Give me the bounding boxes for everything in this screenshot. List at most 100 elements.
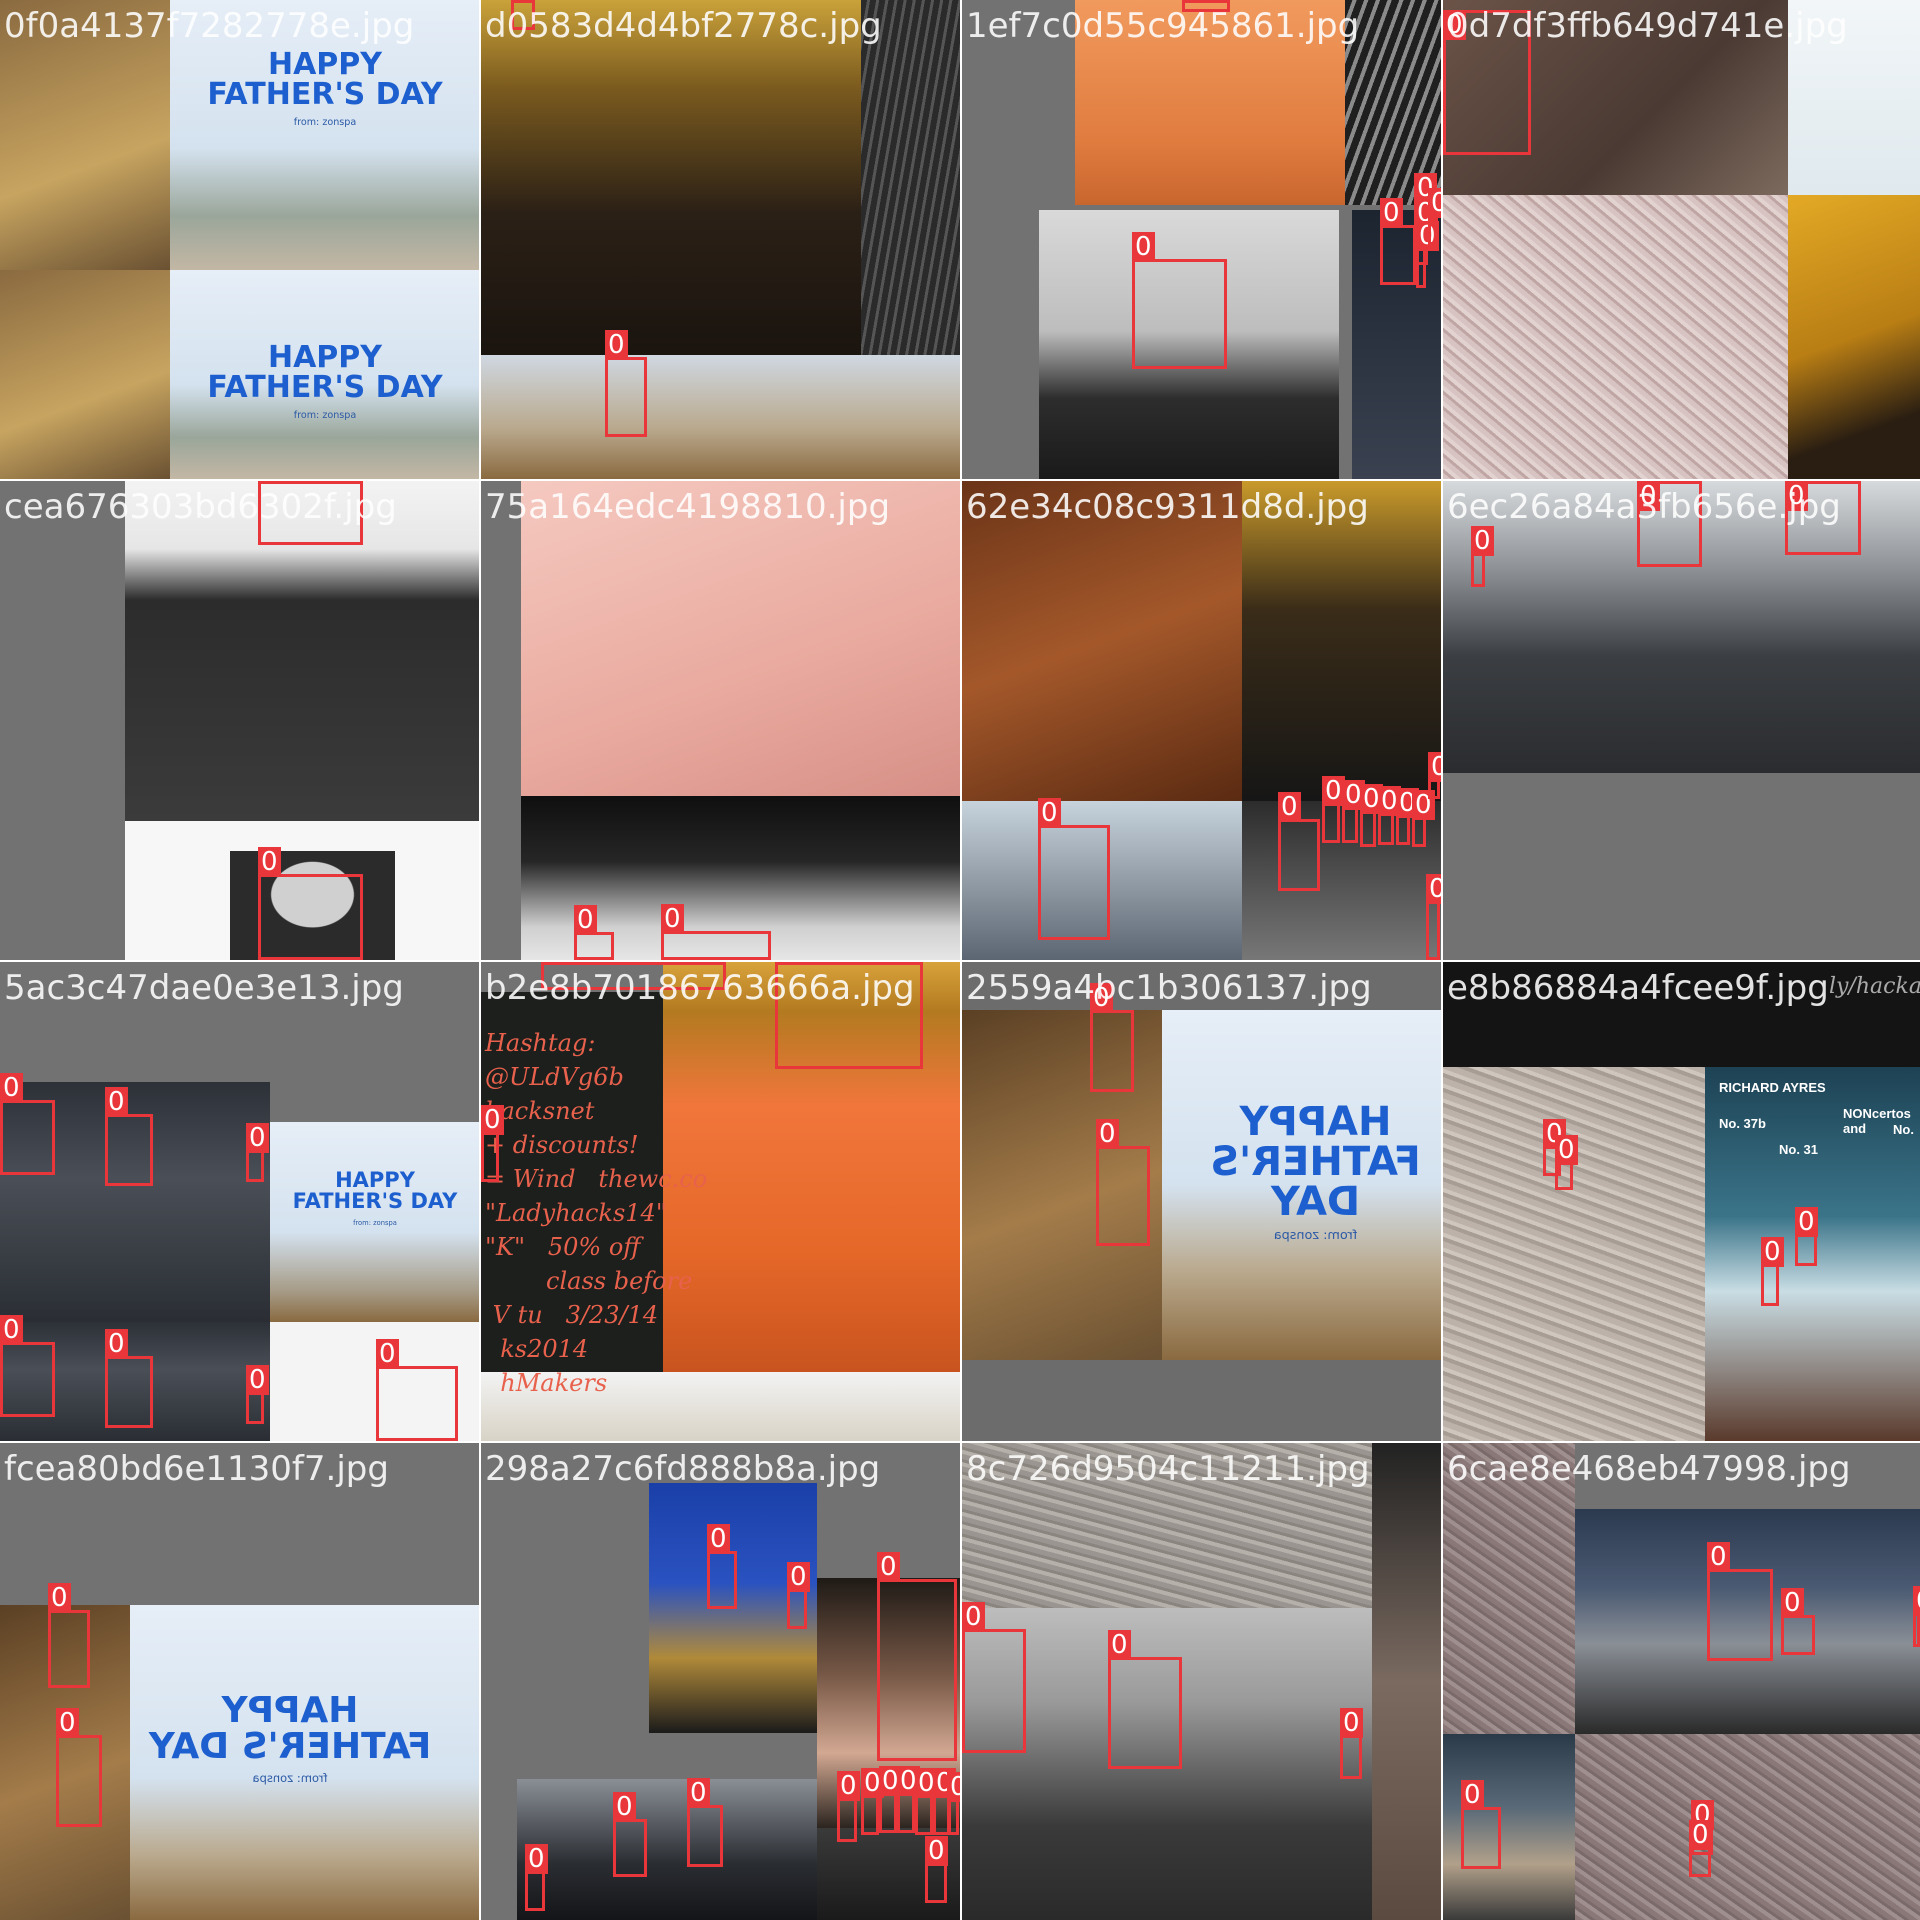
box-label: 0: [1913, 1586, 1920, 1616]
card-sub: from: zonspa: [293, 410, 357, 421]
photo-region: [1788, 0, 1920, 195]
detection-box: 0: [661, 904, 771, 960]
detection-box: 0: [1707, 1542, 1773, 1661]
card-line2: FATHER'S DAY: [1210, 1139, 1421, 1225]
box-label: 0: [258, 481, 281, 484]
card-line2: FATHER'S DAY: [207, 77, 443, 112]
box-label: 0: [1761, 1237, 1784, 1267]
tile: Hashtag: @ULdVg6b hacksnet + discounts! …: [481, 962, 960, 1441]
photo-region: [481, 992, 663, 1402]
tile: 0 0 0 0 0 0 0 1ef7c0d55c945861.jpg: [962, 0, 1441, 479]
detection-box: 0: [1471, 526, 1494, 587]
box-label: 0: [511, 0, 534, 3]
box-label: 0: [1378, 786, 1401, 816]
photo-region: [1372, 1443, 1441, 1920]
photo-region: [1788, 195, 1920, 479]
box-label: 0: [861, 1768, 884, 1798]
tile: HAPPY FATHER'S DAY from: zonspa 0 0 2559…: [962, 962, 1441, 1441]
detection-box: 0: [1785, 481, 1861, 555]
box-label: 0: [1637, 481, 1660, 511]
photo-region: [1443, 481, 1920, 773]
box-label: 0: [541, 962, 564, 965]
poster-text: No. 37b: [1719, 1116, 1766, 1131]
detection-box: 0: [962, 1602, 1026, 1753]
box-label: 0: [246, 1365, 269, 1395]
detection-box: 0: [1428, 752, 1441, 799]
tile: 0 0 0 0 0 0 0 0 0 0 62e34c08c9311d8d.jpg: [962, 481, 1441, 960]
detection-box: 0: [1795, 1207, 1818, 1266]
card-line2: FATHER'S DAY: [207, 370, 443, 405]
detection-box: 0: [925, 1836, 948, 1903]
card-line2: FATHER'S DAY: [292, 1189, 458, 1213]
detection-box: 0: [879, 1766, 902, 1833]
poster-artist: RICHARD AYRES: [1719, 1080, 1826, 1095]
photo-region: [230, 851, 395, 960]
photo-region: [1443, 0, 1788, 195]
card-greeting: HAPPY FATHER'S DAY from: zonspa: [285, 1170, 465, 1227]
detection-box: 0: [1278, 792, 1320, 891]
tile: 0 0 75a164edc4198810.jpg: [481, 481, 960, 960]
photo-region: [1575, 1509, 1920, 1734]
detection-box: 0: [1913, 1586, 1920, 1647]
photo-region: [962, 1608, 1441, 1920]
detection-box: 0: [246, 1365, 269, 1424]
box-label: 0: [246, 1123, 269, 1153]
detection-box: 0: [525, 1844, 548, 1911]
photo-region: [962, 481, 1242, 801]
photo-region: [962, 1443, 1441, 1608]
box-label: 0: [1096, 1119, 1119, 1149]
detection-box: 0: [1426, 874, 1441, 960]
card-line1: HAPPY: [221, 1690, 359, 1731]
detection-box: 0: [574, 905, 614, 960]
tile-filename: 6ec26a84a3fb656e.jpg: [1447, 487, 1841, 527]
box-label: 0: [574, 905, 597, 935]
photo-region: [1443, 1067, 1705, 1441]
tile-filename: cea676303bd6302f.jpg: [4, 487, 397, 527]
box-label: 0: [897, 1766, 920, 1796]
detection-box: 0: [1781, 1588, 1815, 1655]
photo-region: [481, 1372, 960, 1441]
box-label: 0: [775, 962, 798, 965]
tile-filename: 2559a4bc1b306137.jpg: [966, 968, 1372, 1008]
detection-box: 0: [1360, 784, 1383, 847]
tile-filename: 62e34c08c9311d8d.jpg: [966, 487, 1369, 527]
poster-text: No. 31: [1779, 1142, 1819, 1157]
card-sub: from: zonspa: [252, 1771, 328, 1785]
photo-region: [0, 1082, 270, 1322]
detection-box: 0: [1378, 786, 1401, 845]
box-label: 0: [1428, 752, 1441, 782]
photo-region: [962, 1010, 1162, 1360]
detection-box: 0: [837, 1771, 860, 1842]
detection-box: 0: [1340, 1708, 1363, 1779]
detection-box: 0: [1555, 1135, 1578, 1190]
tile: 0 0 0 0 0 0 0 0 0 0 0 0 0 0 298a27c6fd88…: [481, 1443, 960, 1920]
detection-box: 0: [775, 962, 923, 1069]
tile-filename: 0f0a4137f7282778e.jpg: [4, 6, 415, 46]
detection-box: 0: [1412, 790, 1435, 847]
box-label: 0: [877, 1552, 900, 1582]
detection-box: 0: [915, 1768, 938, 1835]
box-label: 0: [1322, 776, 1345, 806]
tile: 0 0 cea676303bd6302f.jpg: [0, 481, 479, 960]
card-line1: HAPPY: [267, 47, 383, 82]
photo-region: [1242, 481, 1441, 801]
box-label: 0: [1471, 526, 1494, 556]
card-greeting: HAPPY FATHER'S DAY from: zonspa: [1198, 1099, 1433, 1243]
detection-box: 0: [861, 1768, 884, 1835]
box-label: 0: [105, 1087, 128, 1117]
photo-region: [1575, 1734, 1920, 1920]
box-label: 0: [105, 1329, 128, 1359]
detection-box: 0: [258, 481, 363, 545]
box-label: 0: [925, 1836, 948, 1866]
box-label: 0: [0, 1073, 23, 1103]
tile: 0 0 d0583d4d4bf2778c.jpg: [481, 0, 960, 479]
detection-box: 0: [105, 1329, 153, 1428]
detection-box: 0: [246, 1123, 269, 1182]
box-label: 0: [1461, 1780, 1484, 1810]
tile-filename: 5ac3c47dae0e3e13.jpg: [4, 968, 404, 1008]
box-label: 0: [687, 1778, 710, 1808]
box-label: 0: [56, 1708, 79, 1738]
tile: HAPPY FATHER'S DAY from: zonspa 0 0 fcea…: [0, 1443, 479, 1920]
detection-box: 0: [1416, 221, 1439, 288]
